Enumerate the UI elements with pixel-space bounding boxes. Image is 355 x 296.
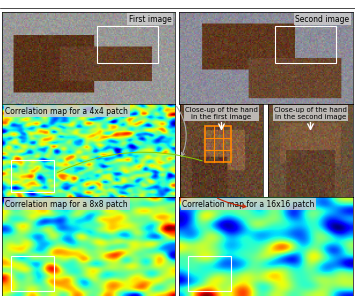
Bar [97,26,158,62]
Text: Second image: Second image [295,15,350,24]
Bar [275,26,335,62]
Text: Correlation map for a 8x8 patch: Correlation map for a 8x8 patch [5,200,128,209]
Bar [11,256,54,291]
Text: First image: First image [129,15,171,24]
Text: Correlation map for a 16x16 patch: Correlation map for a 16x16 patch [182,200,315,209]
Text: Correlation map for a 4x4 patch: Correlation map for a 4x4 patch [5,107,129,116]
Bar [205,126,231,162]
Text: Close-up of the hand
in the second image: Close-up of the hand in the second image [274,107,347,120]
Bar [11,160,54,192]
Bar [188,256,231,291]
Text: Close-up of the hand
in the first image: Close-up of the hand in the first image [185,107,258,120]
